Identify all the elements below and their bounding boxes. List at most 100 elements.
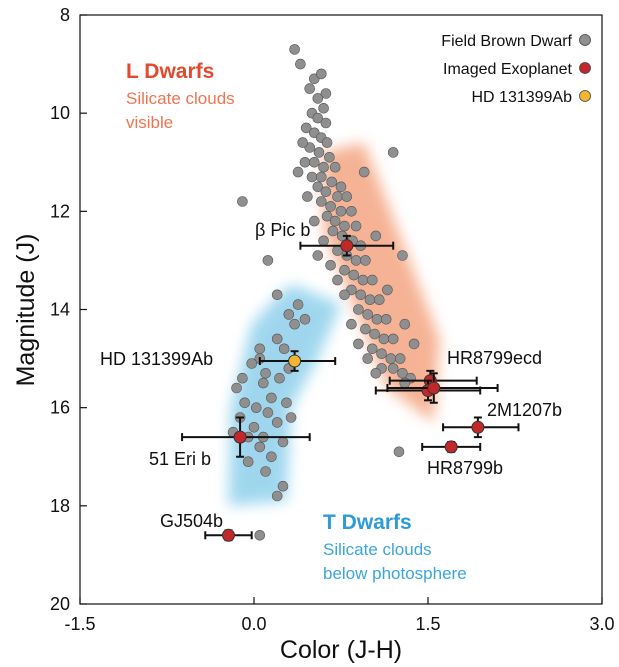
field-brown-dwarf-point bbox=[237, 372, 248, 384]
field-brown-dwarf-point bbox=[346, 318, 357, 330]
field-brown-dwarf-point bbox=[387, 147, 399, 158]
field-brown-dwarf-point bbox=[366, 274, 378, 286]
field-brown-dwarf-point bbox=[325, 259, 336, 271]
field-brown-dwarf-point bbox=[299, 313, 311, 325]
field-brown-dwarf-point bbox=[358, 166, 370, 178]
field-brown-dwarf-point bbox=[326, 176, 338, 188]
field-brown-dwarf-point bbox=[285, 412, 297, 423]
imaged-exoplanet-point bbox=[340, 239, 354, 253]
field-brown-dwarf-point bbox=[321, 210, 333, 222]
imaged-exoplanet-points bbox=[181, 234, 520, 542]
field-brown-dwarf-point bbox=[318, 103, 329, 114]
field-brown-dwarf-point bbox=[318, 235, 329, 247]
field-brown-dwarf-point bbox=[353, 304, 364, 315]
field-brown-dwarf-point bbox=[289, 318, 300, 330]
axis-ticks: -1.5 0.0 1.5 3.0 8 10 12 14 16 18 20 bbox=[50, 5, 615, 634]
field-brown-dwarf-point bbox=[312, 112, 324, 124]
field-brown-dwarf-point bbox=[355, 289, 367, 301]
legend-marker-imaged-exoplanet bbox=[579, 62, 591, 74]
y-tick-label: 10 bbox=[50, 103, 70, 123]
field-brown-dwarf-point bbox=[360, 323, 371, 335]
label-2m1207b: 2M1207b bbox=[487, 400, 562, 420]
t-dwarfs-annotation: T Dwarfs Silicate clouds below photosphe… bbox=[323, 511, 467, 583]
field-brown-dwarf-point bbox=[262, 255, 274, 266]
field-brown-dwarf-point bbox=[362, 353, 374, 364]
hd131399ab-point bbox=[288, 354, 302, 368]
label-51-eri-b: 51 Eri b bbox=[149, 449, 211, 469]
field-brown-dwarf-point bbox=[382, 284, 393, 296]
field-brown-dwarf-point bbox=[393, 446, 405, 458]
field-brown-dwarf-point bbox=[292, 166, 304, 178]
field-brown-dwarf-point bbox=[324, 152, 335, 163]
y-tick-label: 14 bbox=[50, 300, 70, 320]
x-tick-label: 3.0 bbox=[589, 614, 614, 634]
field-brown-dwarf-point bbox=[239, 397, 250, 409]
field-brown-dwarf-point bbox=[387, 333, 399, 345]
field-brown-dwarf-point bbox=[313, 147, 325, 158]
field-brown-dwarf-point bbox=[339, 220, 350, 232]
field-brown-dwarf-point bbox=[300, 122, 312, 134]
field-brown-dwarf-point bbox=[380, 313, 392, 325]
y-tick-label: 16 bbox=[50, 398, 70, 418]
field-brown-dwarf-point bbox=[295, 58, 306, 70]
field-brown-dwarf-point bbox=[271, 333, 283, 345]
field-brown-dwarf-point bbox=[297, 137, 309, 148]
field-brown-dwarf-point bbox=[320, 88, 332, 99]
x-axis-title: Color (J-H) bbox=[280, 636, 402, 664]
field-brown-dwarf-point bbox=[327, 225, 339, 237]
field-brown-dwarf-point bbox=[387, 363, 399, 374]
imaged-exoplanet-point bbox=[471, 420, 485, 434]
field-brown-dwarf-point bbox=[283, 309, 295, 320]
y-axis-title: Magnitude (J) bbox=[12, 234, 40, 387]
legend-marker-field-brown-dwarf bbox=[579, 34, 591, 46]
field-brown-dwarf-point bbox=[364, 294, 376, 306]
field-brown-dwarf-point bbox=[321, 137, 333, 148]
field-brown-dwarf-point bbox=[254, 529, 266, 541]
field-brown-dwarf-point bbox=[231, 382, 242, 394]
field-brown-dwarf-point bbox=[320, 117, 332, 129]
field-brown-dwarf-point bbox=[308, 157, 320, 168]
field-brown-dwarf-point bbox=[277, 480, 289, 492]
imaged-exoplanet-point bbox=[233, 430, 247, 444]
imaged-exoplanet-point bbox=[222, 528, 235, 542]
field-brown-dwarf-point bbox=[339, 289, 350, 301]
field-brown-dwarf-point bbox=[271, 417, 283, 428]
field-brown-dwarf-point bbox=[360, 255, 371, 266]
field-brown-dwarf-point bbox=[369, 328, 380, 340]
field-brown-dwarf-point bbox=[277, 436, 289, 448]
field-brown-dwarf-point bbox=[370, 367, 382, 379]
t-dwarfs-subtitle-line2: below photosphere bbox=[323, 564, 467, 583]
l-dwarfs-subtitle-line2: visible bbox=[126, 113, 173, 132]
field-brown-dwarf-point bbox=[315, 68, 327, 80]
field-brown-dwarf-point bbox=[339, 264, 350, 276]
field-brown-dwarf-point bbox=[315, 196, 327, 207]
field-brown-dwarf-point bbox=[394, 353, 406, 364]
label-hd131399ab: HD 131399Ab bbox=[100, 349, 213, 369]
field-brown-dwarf-point bbox=[353, 338, 364, 350]
l-dwarfs-annotation: L Dwarfs Silicate clouds visible bbox=[126, 60, 235, 132]
field-brown-dwarf-point bbox=[335, 206, 347, 217]
field-brown-dwarf-point bbox=[289, 44, 300, 55]
t-dwarfs-subtitle-line1: Silicate clouds bbox=[323, 540, 432, 559]
field-brown-dwarf-point bbox=[350, 220, 362, 232]
label-beta-pic-b: β Pic b bbox=[255, 220, 310, 240]
field-brown-dwarf-point bbox=[399, 377, 411, 389]
field-brown-dwarf-point bbox=[376, 348, 387, 360]
field-brown-dwarf-point bbox=[325, 201, 336, 212]
field-brown-dwarf-point bbox=[362, 309, 374, 320]
imaged-exoplanet-point bbox=[444, 440, 458, 454]
field-brown-dwarf-point bbox=[397, 367, 408, 379]
y-tick-label: 8 bbox=[60, 5, 70, 25]
field-brown-dwarf-point bbox=[257, 377, 269, 389]
field-brown-dwarf-point bbox=[315, 171, 327, 183]
field-brown-dwarf-point bbox=[329, 215, 341, 227]
field-brown-dwarf-point bbox=[248, 421, 260, 433]
field-brown-dwarf-point bbox=[371, 313, 383, 325]
field-brown-dwarf-point bbox=[312, 250, 324, 261]
field-brown-dwarf-point bbox=[320, 186, 332, 197]
legend-label-imaged-exoplanet: Imaged Exoplanet bbox=[443, 61, 573, 78]
legend-label-field-brown-dwarf: Field Brown Dwarf bbox=[441, 33, 572, 50]
t-dwarf-band bbox=[228, 285, 341, 506]
field-brown-dwarf-point bbox=[281, 397, 292, 409]
x-tick-label: 1.5 bbox=[415, 614, 440, 634]
